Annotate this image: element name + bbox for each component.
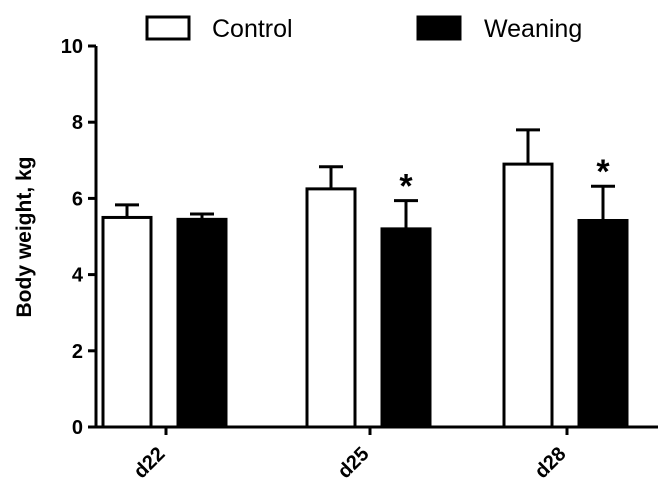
significance-marker: * [596,153,610,191]
bar-control-d22 [101,215,153,429]
y-axis: 0 2 4 6 8 10 [61,36,98,439]
bar-weaning-d22 [176,217,228,429]
x-tick-label: d25 [334,443,374,483]
legend-swatch-control [145,15,191,41]
legend-label-control: Control [212,15,293,43]
y-tick-label: 6 [72,188,83,210]
bar-control-d25 [305,187,357,429]
bar-control-d28 [502,162,554,429]
legend: Control Weaning [145,15,582,43]
y-tick-label: 8 [72,112,83,134]
significance-marker: * [399,168,413,206]
y-tick-label: 4 [72,265,84,287]
bar-weaning-d28 [577,218,629,429]
y-tick-label: 10 [61,36,83,58]
legend-swatch-weaning [416,15,462,41]
bar-weaning-d25 [380,227,432,429]
y-axis-title: Body weight, kg [13,156,36,317]
y-tick-label: 0 [72,417,83,439]
x-axis: d22 d25 d28 [95,425,658,483]
bars: * * [101,128,629,429]
legend-label-weaning: Weaning [484,15,582,43]
y-tick-label: 2 [72,341,83,363]
x-tick-label: d22 [130,443,170,483]
x-tick-label: d28 [531,443,571,483]
